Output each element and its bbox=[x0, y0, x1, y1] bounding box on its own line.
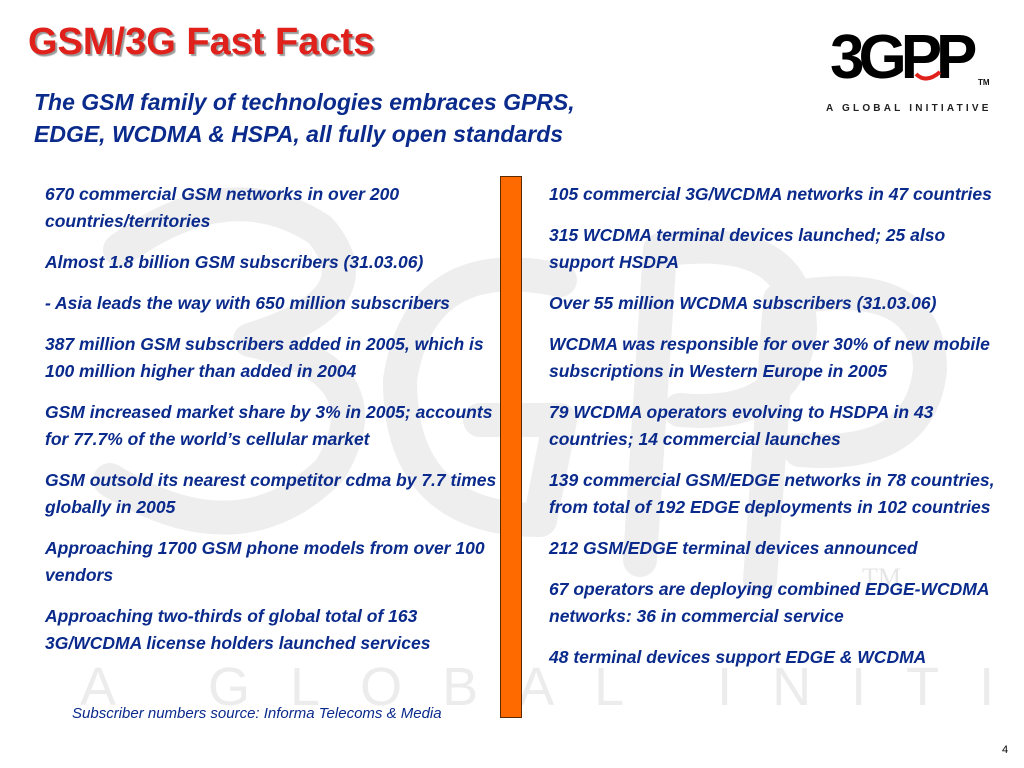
fact-item: GSM outsold its nearest competitor cdma … bbox=[45, 470, 497, 517]
slide-title: GSM/3G Fast Facts bbox=[28, 21, 375, 63]
fact-item: 670 commercial GSM networks in over 200 … bbox=[45, 184, 400, 231]
fact-item: 315 WCDMA terminal devices launched; 25 … bbox=[549, 225, 946, 272]
right-facts-column: 105 commercial 3G/WCDMA networks in 47 c… bbox=[549, 181, 999, 685]
fact-item: 79 WCDMA operators evolving to HSDPA in … bbox=[549, 402, 934, 449]
page-number: 4 bbox=[1002, 744, 1009, 756]
fact-item: WCDMA was responsible for over 30% of ne… bbox=[549, 334, 990, 381]
fact-item: 105 commercial 3G/WCDMA networks in 47 c… bbox=[549, 184, 992, 204]
fact-item: Over 55 million WCDMA subscribers (31.03… bbox=[549, 293, 937, 313]
source-note: Subscriber numbers source: Informa Telec… bbox=[72, 705, 442, 722]
fact-item: 48 terminal devices support EDGE & WCDMA bbox=[549, 647, 927, 667]
watermark-tagline: A GLOBAL INITIATIVE bbox=[80, 657, 1024, 717]
fact-item: Approaching two-thirds of global total o… bbox=[45, 606, 431, 653]
3gpp-logo-mark: 3GPP bbox=[830, 23, 982, 92]
slide-subtitle: The GSM family of technologies embraces … bbox=[34, 86, 654, 150]
fact-item: 212 GSM/EDGE terminal devices announced bbox=[549, 538, 918, 558]
fact-item: 67 operators are deploying combined EDGE… bbox=[549, 579, 989, 626]
fact-item: - Asia leads the way with 650 million su… bbox=[45, 293, 450, 313]
logo-mark-text: 3GPP bbox=[830, 23, 976, 92]
watermark-tm: TM bbox=[862, 563, 901, 592]
fact-item: 387 million GSM subscribers added in 200… bbox=[45, 334, 484, 381]
logo-tm: TM bbox=[978, 78, 990, 87]
fact-item: Almost 1.8 billion GSM subscribers (31.0… bbox=[45, 252, 424, 272]
left-facts-column: 670 commercial GSM networks in over 200 … bbox=[45, 181, 497, 671]
subtitle-line: The GSM family of technologies embraces … bbox=[34, 89, 575, 115]
logo-tagline: A GLOBAL INITIATIVE bbox=[826, 103, 992, 114]
column-divider-bar bbox=[500, 176, 522, 718]
fact-item: GSM increased market share by 3% in 2005… bbox=[45, 402, 493, 449]
fact-item: Approaching 1700 GSM phone models from o… bbox=[45, 538, 485, 585]
fact-item: 139 commercial GSM/EDGE networks in 78 c… bbox=[549, 470, 995, 517]
subtitle-line: EDGE, WCDMA & HSPA, all fully open stand… bbox=[34, 121, 564, 147]
3gpp-logo: 3GPP TM A GLOBAL INITIATIVE bbox=[822, 8, 1002, 123]
